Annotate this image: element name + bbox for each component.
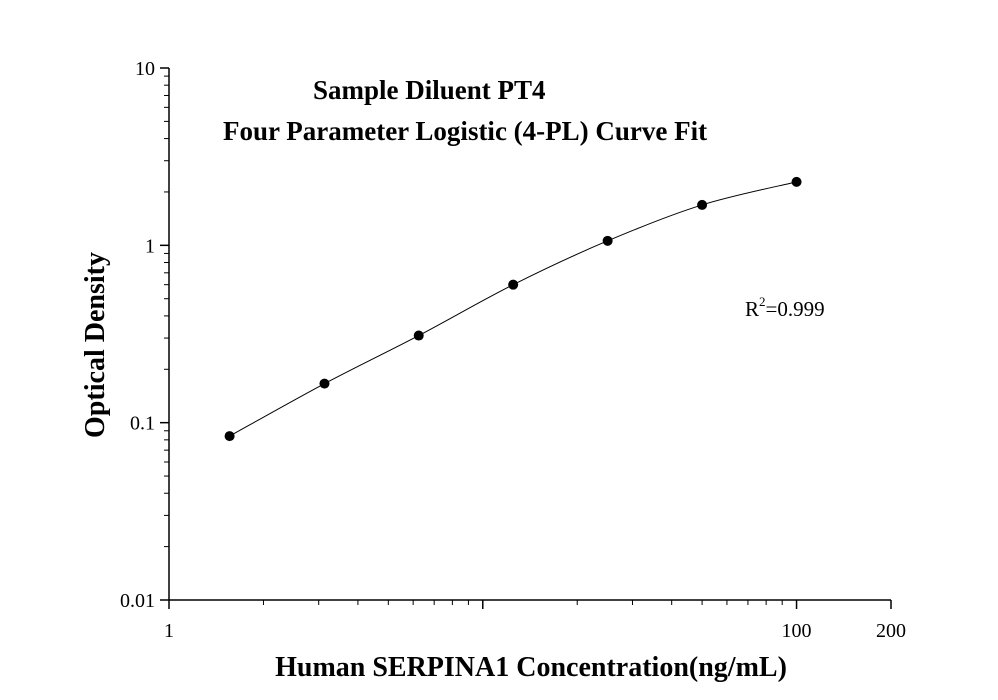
data-point [602, 235, 613, 246]
data-points [224, 176, 802, 442]
data-point [697, 199, 708, 210]
y-tick-label: 10 [135, 58, 155, 80]
data-point [413, 330, 424, 341]
y-tick-label: 0.01 [120, 590, 155, 612]
chart-title: Sample Diluent PT4 [313, 75, 546, 105]
data-point [791, 176, 802, 187]
r-squared-annotation: R2=0.999 [745, 294, 825, 321]
data-point [224, 431, 235, 442]
chart-subtitle: Four Parameter Logistic (4-PL) Curve Fit [223, 116, 707, 146]
ticks [160, 67, 892, 609]
x-axis-title: Human SERPINA1 Concentration(ng/mL) [275, 652, 787, 683]
axes [168, 68, 891, 601]
r-squared-base: R [745, 297, 759, 321]
r-squared-superscript: 2 [759, 294, 766, 309]
y-tick-label: 1 [145, 235, 155, 257]
y-tick-label: 0.1 [130, 413, 155, 435]
data-point [508, 279, 519, 290]
data-point [319, 378, 330, 389]
fit-curve [227, 181, 797, 437]
x-tick-label: 1 [164, 620, 174, 642]
tick-labels: 1 100 200 0.01 0.1 1 10 [120, 58, 906, 642]
x-tick-label: 100 [782, 620, 812, 642]
y-axis-title: Optical Density [80, 252, 111, 438]
r-squared-value: =0.999 [766, 297, 825, 321]
x-tick-label: 200 [876, 620, 906, 642]
